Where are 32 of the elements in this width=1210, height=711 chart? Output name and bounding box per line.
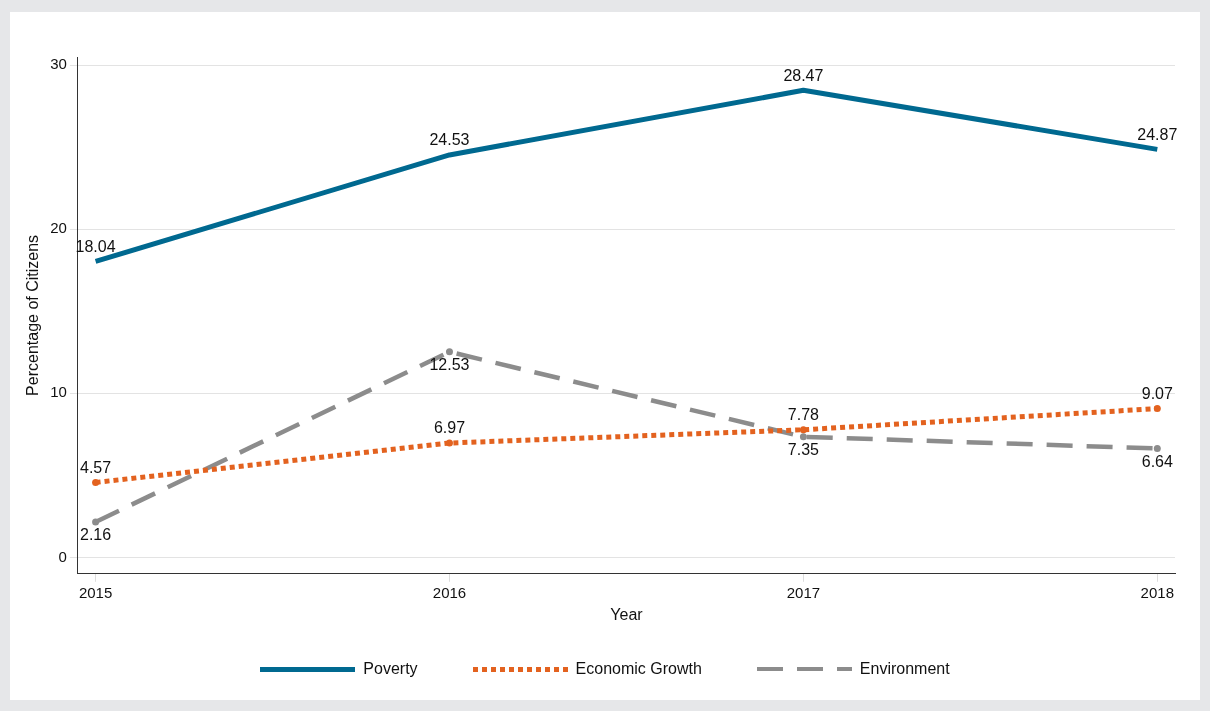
point bbox=[92, 518, 100, 526]
point bbox=[799, 426, 807, 434]
y-tick-label: 10 bbox=[50, 383, 67, 401]
point bbox=[799, 433, 807, 441]
point bbox=[1153, 444, 1161, 452]
data-label: 24.87 bbox=[1137, 125, 1178, 143]
data-label: 7.35 bbox=[787, 441, 820, 459]
point bbox=[1153, 405, 1161, 413]
data-label: 24.53 bbox=[429, 131, 470, 149]
data-label: 4.57 bbox=[80, 458, 112, 476]
legend-label: Environment bbox=[859, 660, 950, 678]
data-label: 6.64 bbox=[1141, 452, 1173, 470]
x-axis-title: Year bbox=[610, 605, 644, 623]
y-axis-title: Percentage of Citizens bbox=[24, 234, 42, 396]
data-label: 6.97 bbox=[433, 419, 466, 437]
x-tick-label: 2015 bbox=[78, 583, 113, 601]
point bbox=[445, 439, 453, 447]
y-tick-label: 0 bbox=[58, 547, 67, 565]
data-label: 2.16 bbox=[80, 526, 112, 544]
x-tick-label: 2018 bbox=[1140, 583, 1174, 601]
x-tick-label: 2017 bbox=[786, 583, 821, 601]
data-label: 9.07 bbox=[1141, 384, 1173, 402]
point bbox=[92, 478, 100, 486]
legend-label: Economic Growth bbox=[575, 660, 702, 678]
point bbox=[445, 348, 453, 356]
y-tick-label: 20 bbox=[50, 219, 67, 237]
legend-label: Poverty bbox=[363, 660, 418, 678]
data-label: 12.53 bbox=[429, 356, 470, 374]
data-label: 7.78 bbox=[787, 406, 820, 424]
y-tick-label: 30 bbox=[50, 55, 67, 73]
x-tick-label: 2016 bbox=[432, 583, 467, 601]
data-label: 28.47 bbox=[783, 66, 824, 84]
